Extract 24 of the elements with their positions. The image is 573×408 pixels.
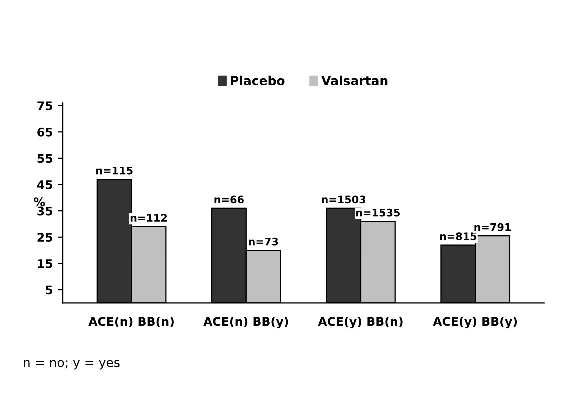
legend-label: Placebo (231, 76, 285, 86)
annotation: n=1535 (356, 208, 400, 217)
y-tick-label: 55 (38, 154, 52, 164)
y-tick-label: 75 (38, 102, 52, 111)
x-tick-label: ACE(y) BB(n) (318, 317, 403, 329)
annotation: n=66 (214, 196, 244, 204)
x-tick-label: ACE(n) BB(n) (88, 317, 174, 328)
x-tick-label: ACE(n) BB(y) (204, 317, 288, 329)
annotation: n=73 (249, 238, 278, 246)
y-tick-label: 25 (38, 233, 52, 242)
x-tick-label: ACE(y) BB(y) (433, 317, 518, 329)
y-tick-label: 5 (46, 286, 52, 295)
legend-label: Valsartan (322, 76, 388, 86)
text: n = no; y = yes (24, 360, 120, 370)
annotation: n=791 (474, 223, 512, 232)
y-tick-label: 35 (38, 206, 52, 216)
annotation: n=815 (440, 232, 477, 240)
annotation: n=115 (96, 166, 133, 175)
y-tick-label: 15 (38, 260, 52, 268)
annotation: n=1503 (322, 196, 366, 204)
y-tick-label: 45 (37, 180, 52, 190)
annotation: n=112 (130, 214, 168, 222)
y-axis-title: % (34, 198, 46, 207)
y-tick-label: 65 (38, 128, 52, 137)
